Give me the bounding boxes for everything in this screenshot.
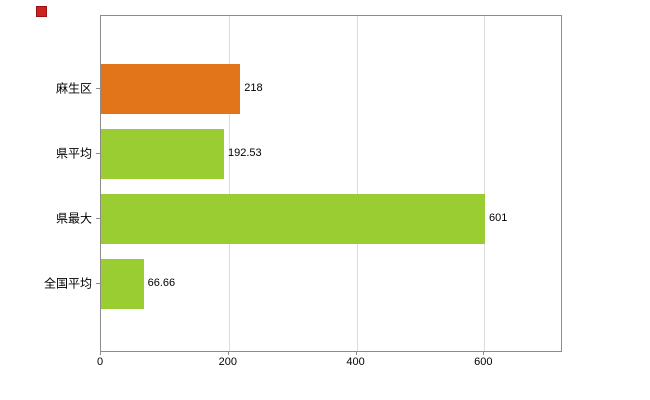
x-axis-tick xyxy=(100,351,101,355)
x-axis-tick xyxy=(483,351,485,355)
category-label: 全国平均 xyxy=(43,276,92,291)
y-axis-tick xyxy=(96,283,100,284)
y-axis-tick xyxy=(96,218,100,219)
bar-1[interactable] xyxy=(101,64,241,114)
x-axis-tick xyxy=(227,351,229,355)
gridline-x-400 xyxy=(356,16,358,351)
category-label: 県平均 xyxy=(55,146,92,161)
plot-area xyxy=(100,15,562,352)
value-label: 601 xyxy=(488,212,508,224)
gridline-x-200 xyxy=(228,16,230,351)
value-label: 218 xyxy=(244,82,263,94)
window-icon xyxy=(36,6,47,17)
value-label: 192.53 xyxy=(228,147,262,159)
y-axis-tick xyxy=(96,88,100,89)
y-axis-tick xyxy=(96,153,100,154)
category-label: 県最大 xyxy=(55,211,92,226)
x-tick-label: 200 xyxy=(218,356,237,368)
value-label: 66.66 xyxy=(147,277,176,289)
x-tick-label: 0 xyxy=(96,356,104,368)
x-tick-label: 400 xyxy=(346,356,365,368)
bar-3[interactable] xyxy=(101,194,485,244)
category-label: 麻生区 xyxy=(55,81,92,96)
gridline-x-600 xyxy=(484,16,486,351)
x-tick-label: 600 xyxy=(474,356,493,368)
bar-4[interactable] xyxy=(101,259,144,309)
x-axis-tick xyxy=(355,351,357,355)
bar-2[interactable] xyxy=(101,129,224,179)
